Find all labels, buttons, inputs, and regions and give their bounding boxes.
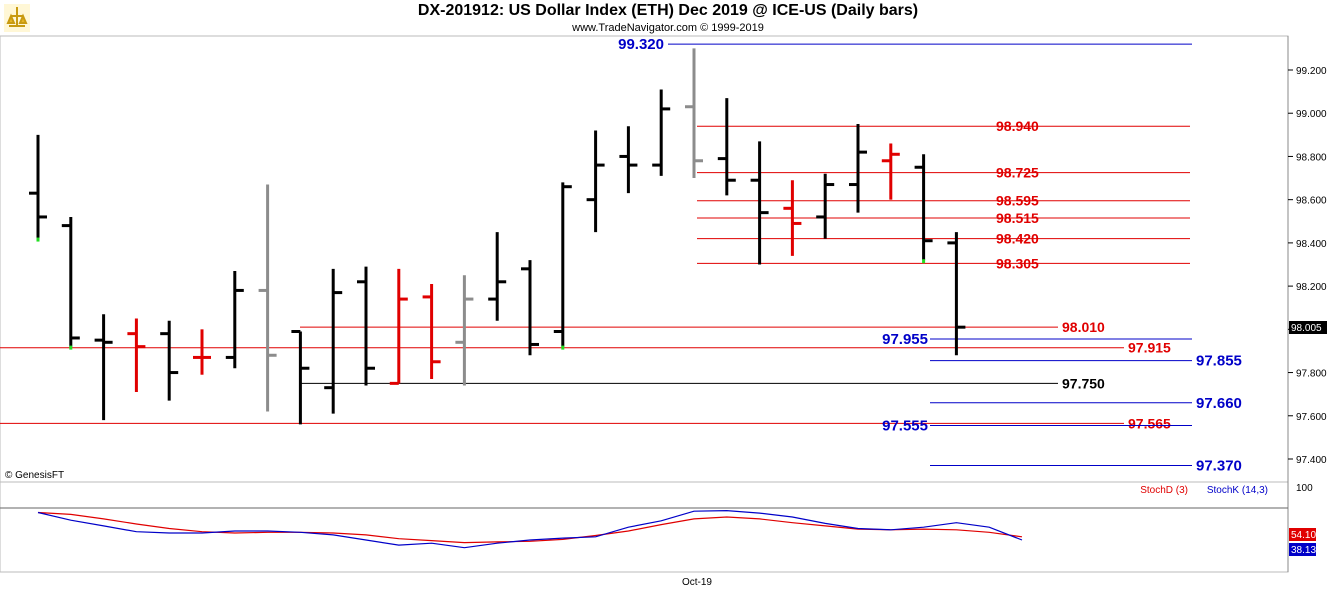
level-label: 97.955 — [882, 331, 928, 348]
y-tick-label: 99.200 — [1296, 66, 1327, 77]
level-label: 97.565 — [1128, 415, 1171, 431]
level-label: 98.010 — [1062, 319, 1105, 335]
stochd-value-box — [1289, 528, 1316, 541]
chart-subtitle: www.TradeNavigator.com © 1999-2019 — [572, 22, 764, 34]
level-label: 99.320 — [618, 36, 664, 53]
level-label: 98.595 — [996, 193, 1039, 209]
stochd-value: 54.10 — [1291, 530, 1316, 541]
copyright-label: © GenesisFT — [5, 470, 64, 481]
price-pane — [0, 35, 1289, 483]
y-tick-label: 98.200 — [1296, 282, 1327, 293]
stochk-value-box — [1289, 543, 1316, 556]
y-tick-label: 98.400 — [1296, 239, 1327, 250]
y-axis: 99.200 99.000 98.800 98.600 98.400 98.200 98.0… — [1288, 66, 1327, 466]
level-label: 97.855 — [1196, 353, 1242, 370]
stochastic-lines — [37, 509, 1023, 549]
level-label: 98.515 — [996, 210, 1039, 226]
stochd-line — [37, 511, 1023, 544]
y-tick-label: 97.800 — [1296, 369, 1327, 380]
level-label: 98.305 — [996, 255, 1039, 271]
level-label: 98.940 — [996, 118, 1039, 134]
y-tick-label: 98.800 — [1296, 152, 1327, 163]
level-label: 97.750 — [1062, 375, 1105, 391]
stochk-value: 38.13 — [1291, 545, 1316, 556]
chart-title: DX-201912: US Dollar Index (ETH) Dec 201… — [417, 2, 919, 19]
stoch-top-tick: 100 — [1296, 483, 1313, 494]
y-tick-label: 97.600 — [1296, 412, 1327, 423]
logo-icon — [4, 4, 30, 32]
level-label: 97.370 — [1196, 457, 1242, 474]
x-axis-label: Oct-19 — [682, 577, 712, 588]
level-label: 98.725 — [996, 165, 1039, 181]
y-tick-label: 98.600 — [1296, 196, 1327, 207]
level-label: 98.420 — [996, 231, 1039, 247]
last-price-box — [1289, 321, 1327, 334]
stochastic-pane — [0, 481, 1289, 573]
price-bars — [29, 48, 966, 425]
last-price-label: 98.005 — [1291, 323, 1322, 334]
stochk-legend: StochK (14,3) — [1207, 485, 1268, 496]
y-tick-label: 97.400 — [1296, 455, 1327, 466]
stochd-legend: StochD (3) — [1140, 485, 1188, 496]
stochk-line — [37, 509, 1023, 549]
level-label: 97.555 — [882, 418, 928, 435]
y-tick-label: 99.000 — [1296, 109, 1327, 120]
level-label: 97.915 — [1128, 340, 1171, 356]
level-label: 97.660 — [1196, 395, 1242, 412]
